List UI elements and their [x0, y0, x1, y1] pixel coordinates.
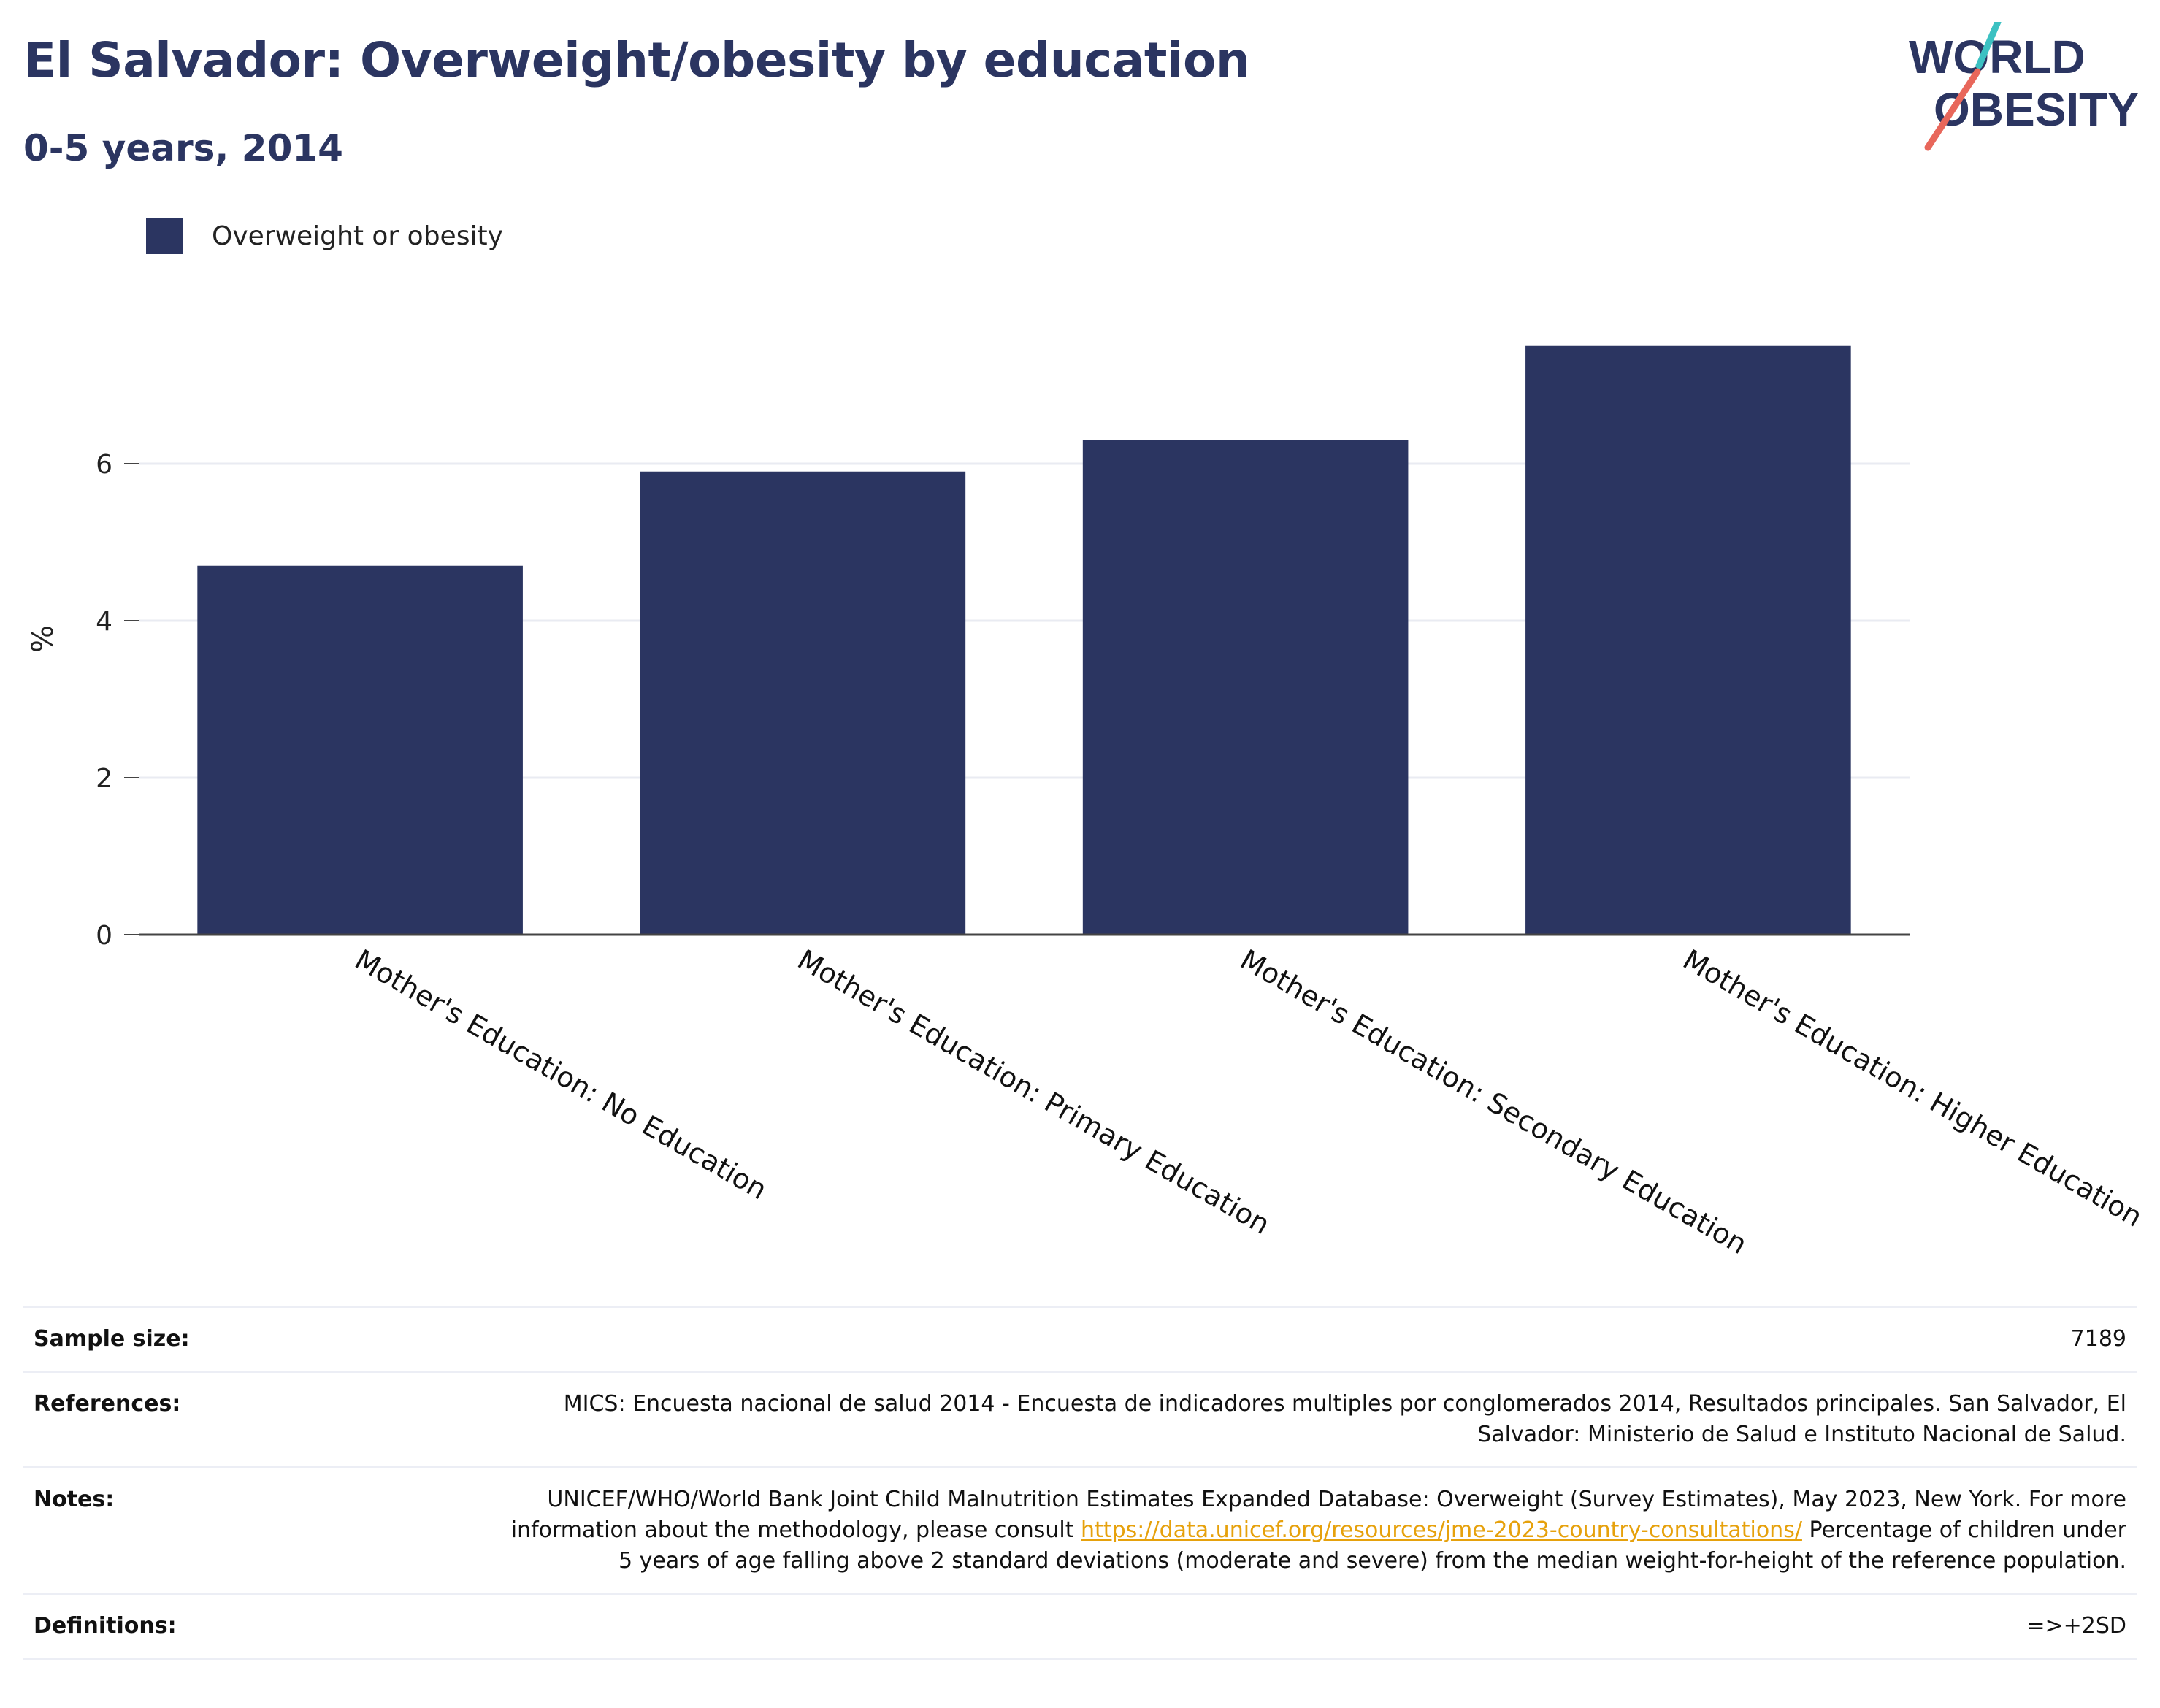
sample-size-label: Sample size:: [34, 1326, 190, 1352]
y-tick-label: 6: [96, 450, 112, 480]
bar: [640, 471, 966, 935]
references-label: References:: [34, 1391, 181, 1417]
page-subtitle: 0-5 years, 2014: [23, 127, 343, 169]
metadata-table: Sample size: 7189 References: MICS: Encu…: [23, 1306, 2137, 1660]
x-tick-label: Mother's Education: No Education: [350, 943, 773, 1206]
legend-swatch: [146, 218, 183, 254]
chart-legend: Overweight or obesity: [146, 218, 503, 254]
bar: [1082, 440, 1409, 935]
table-row: Notes: UNICEF/WHO/World Bank Joint Child…: [23, 1467, 2137, 1594]
legend-label: Overweight or obesity: [212, 221, 503, 251]
methodology-link[interactable]: https://data.unicef.org/resources/jme-20…: [1081, 1517, 1802, 1543]
definitions-label: Definitions:: [34, 1613, 177, 1639]
world-obesity-logo: WORLD OBESITY: [1909, 22, 2139, 151]
bar: [1525, 345, 1851, 935]
notes-text-2: Percentage of children under 5 years of …: [618, 1517, 2126, 1574]
logo-text-world: WORLD: [1909, 31, 2086, 83]
table-row: References: MICS: Encuesta nacional de s…: [23, 1371, 2137, 1468]
y-tick-label: 4: [96, 607, 112, 637]
y-axis-label: %: [26, 625, 60, 653]
x-tick-label: Mother's Education: Higher Education: [1677, 943, 2148, 1233]
page-title: El Salvador: Overweight/obesity by educa…: [23, 32, 1250, 88]
notes-label: Notes:: [34, 1487, 115, 1512]
x-tick-label: Mother's Education: Primary Education: [792, 943, 1276, 1241]
bar: [197, 565, 523, 935]
sample-size-value: 7189: [2070, 1326, 2126, 1352]
notes-value: UNICEF/WHO/World Bank Joint Child Malnut…: [482, 1468, 2137, 1594]
references-value: MICS: Encuesta nacional de salud 2014 - …: [563, 1391, 2126, 1447]
y-tick-label: 0: [96, 921, 112, 951]
definitions-value: =>+2SD: [2026, 1613, 2126, 1639]
y-tick-label: 2: [96, 764, 112, 794]
x-tick-label: Mother's Education: Secondary Education: [1235, 943, 1753, 1261]
table-row: Definitions: =>+2SD: [23, 1593, 2137, 1659]
logo-slash-teal: [1975, 22, 2002, 69]
notes-text-1: UNICEF/WHO/World Bank Joint Child Malnut…: [510, 1487, 2126, 1543]
logo-slash-coral: [1924, 68, 1981, 151]
table-row: Sample size: 7189: [23, 1306, 2137, 1372]
